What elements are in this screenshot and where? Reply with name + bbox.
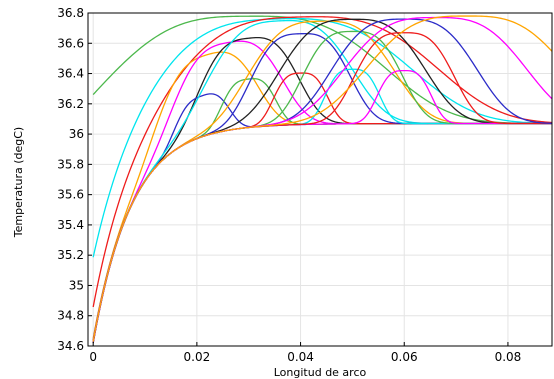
grid-lines — [88, 12, 552, 347]
y-tick-label: 36.2 — [57, 97, 84, 111]
y-axis-ticks: 34.6 34.8 35 35.2 35.4 35.6 35.8 36 36.2 36.4 36.6… — [57, 6, 92, 353]
y-tick-label: 35 — [69, 278, 84, 292]
y-tick-label: 36 — [69, 127, 84, 141]
y-axis-label: Temperatura (degC) — [12, 127, 25, 238]
plot-series — [92, 15, 552, 344]
y-tick-label: 36.4 — [57, 67, 84, 81]
y-tick-label: 35.4 — [57, 218, 84, 232]
series-line — [92, 15, 552, 125]
y-tick-label: 34.8 — [57, 309, 84, 323]
y-tick-label: 36.8 — [57, 6, 84, 20]
y-tick-label: 35.6 — [57, 188, 84, 202]
x-tick-label: 0 — [89, 350, 97, 364]
x-tick-label: 0.04 — [287, 350, 314, 364]
y-tick-label: 36.6 — [57, 36, 84, 50]
y-tick-label: 35.2 — [57, 248, 84, 262]
x-tick-label: 0.06 — [391, 350, 418, 364]
y-tick-label: 35.8 — [57, 157, 84, 171]
x-axis-label: Longitud de arco — [274, 366, 367, 379]
series-line — [92, 15, 552, 342]
series-line — [92, 16, 552, 308]
x-axis-ticks: 0 0.02 0.04 0.06 0.08 — [89, 342, 521, 364]
y-tick-label: 34.6 — [57, 339, 84, 353]
x-tick-label: 0.02 — [184, 350, 211, 364]
x-tick-label: 0.08 — [495, 350, 522, 364]
plot-frame — [87, 12, 553, 347]
